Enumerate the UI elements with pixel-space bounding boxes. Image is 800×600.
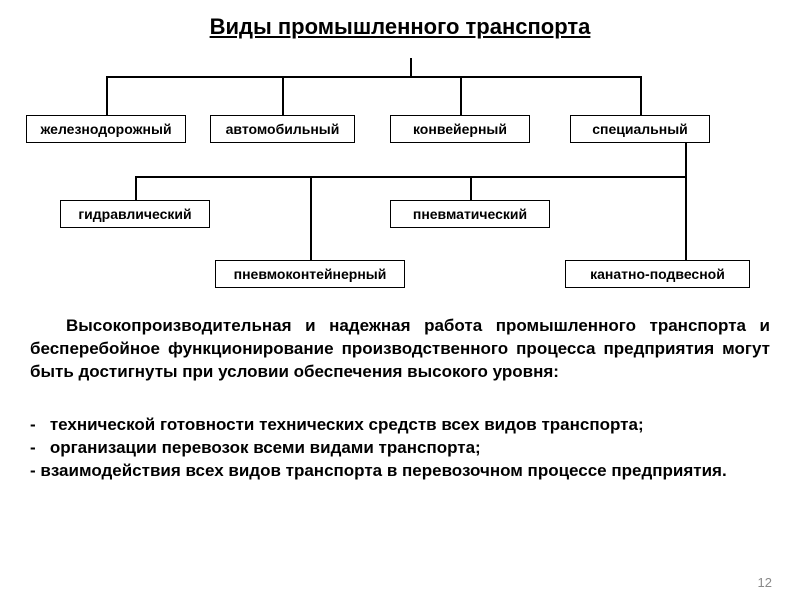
- connector-stub-top: [410, 58, 412, 76]
- bullet-2: - организации перевозок всеми видами тра…: [30, 437, 770, 460]
- connector-drop-b5: [135, 176, 137, 200]
- connector-drop-b2: [282, 76, 284, 115]
- bullet-1: - технической готовности технических сре…: [30, 414, 770, 437]
- node-special: специальный: [570, 115, 710, 143]
- node-cable-suspended: канатно-подвесной: [565, 260, 750, 288]
- node-rail: железнодорожный: [26, 115, 186, 143]
- node-hydraulic: гидравлический: [60, 200, 210, 228]
- connector-drop-b7: [310, 176, 312, 260]
- connector-drop-b6: [470, 176, 472, 200]
- bullet-3: - взаимодействия всех видов транспорта в…: [30, 460, 770, 483]
- node-conveyor: конвейерный: [390, 115, 530, 143]
- connector-drop-b1: [106, 76, 108, 115]
- connector-b4-down: [685, 143, 687, 176]
- connector-drop-b4: [640, 76, 642, 115]
- connector-rail-top: [106, 76, 640, 78]
- connector-rail-mid: [135, 176, 687, 178]
- node-pneumatic: пневматический: [390, 200, 550, 228]
- body-paragraph: Высокопроизводительная и надежная работа…: [30, 315, 770, 384]
- connector-drop-b3: [460, 76, 462, 115]
- node-pneumo-container: пневмоконтейнерный: [215, 260, 405, 288]
- connector-drop-b8: [685, 176, 687, 260]
- node-auto: автомобильный: [210, 115, 355, 143]
- bullet-list: - технической готовности технических сре…: [30, 414, 770, 483]
- page-title: Виды промышленного транспорта: [0, 14, 800, 40]
- page-number: 12: [758, 575, 772, 590]
